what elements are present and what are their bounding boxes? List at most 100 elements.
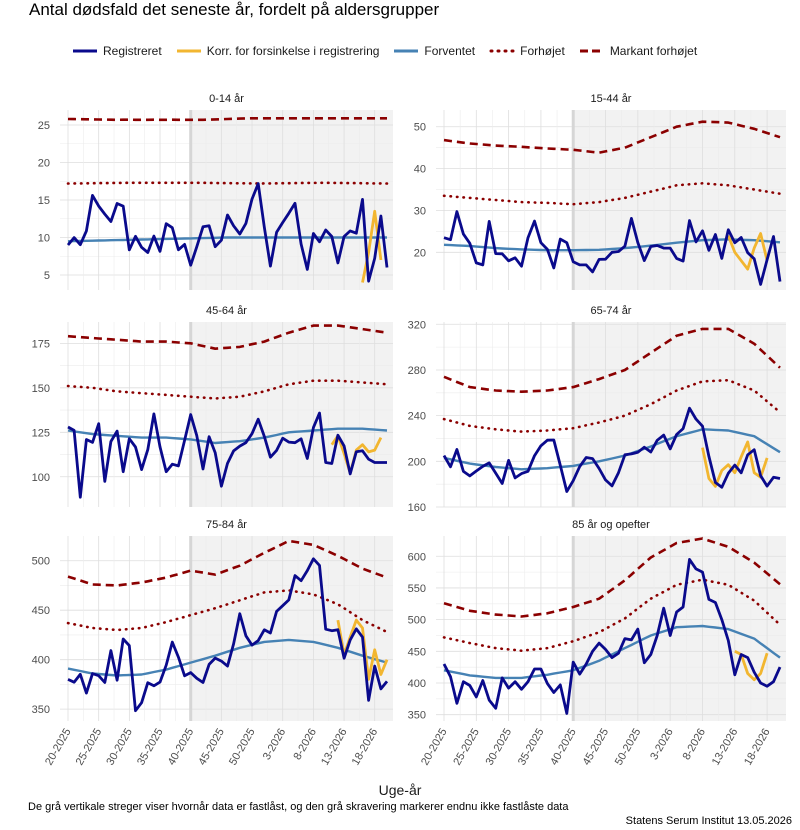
series-marked — [443, 120, 781, 154]
panel-2: 45-64 år 100 125 150 175 — [32, 305, 393, 507]
legend-swatch-marked — [579, 49, 604, 53]
y-tick-label: 10 — [38, 233, 50, 245]
x-tick-label: 3-2026 — [648, 727, 676, 763]
series-corrected — [701, 440, 769, 488]
y-tick-label: 30 — [414, 205, 426, 217]
gridlines — [60, 536, 393, 721]
x-tick-label: 30-2025 — [104, 727, 135, 768]
x-tick-label: 3-2026 — [261, 727, 289, 763]
legend-item-expected: Forventet — [393, 44, 475, 58]
series-marked — [67, 117, 387, 122]
legend-label-elevated: Forhøjet — [520, 44, 565, 58]
y-tick-label: 400 — [408, 678, 426, 690]
y-tick-label: 320 — [408, 319, 426, 331]
y-tick-label: 450 — [32, 605, 50, 617]
series-expected — [67, 638, 388, 677]
legend-swatch-expected — [394, 49, 419, 53]
series-elevated — [442, 578, 782, 653]
x-tick-label: 8-2026 — [681, 727, 709, 763]
y-tick-label: 160 — [408, 502, 426, 514]
series-marked — [67, 324, 388, 351]
legend-item-marked: Markant forhøjet — [579, 44, 697, 58]
x-tick-label: 8-2026 — [291, 727, 319, 763]
legend-item-corrected: Korr. for forsinkelse i registrering — [176, 44, 380, 58]
y-tick-label: 550 — [408, 583, 426, 595]
legend-swatch-registered — [73, 49, 97, 53]
panel-1: 15-44 år 20 30 40 50 — [414, 93, 786, 290]
y-tick-label: 500 — [32, 556, 50, 568]
legend-swatch-corrected — [176, 49, 201, 53]
x-tick-label: 20-2025 — [419, 727, 450, 768]
x-tick-label: 35-2025 — [516, 727, 547, 768]
y-tick-label: 350 — [408, 710, 426, 722]
series-registered — [67, 411, 387, 499]
y-tick-label: 175 — [32, 338, 50, 350]
x-tick-label: 45-2025 — [581, 727, 612, 768]
legend-label-marked: Markant forhøjet — [609, 44, 698, 58]
series-registered — [67, 557, 389, 713]
x-tick-label: 40-2025 — [548, 727, 579, 768]
y-tick-label: 5 — [44, 270, 50, 282]
legend-label-corrected: Korr. for forsinkelse i registrering — [206, 44, 380, 58]
panel-3: 65-74 år 160 200 240 280 320 — [408, 305, 786, 514]
facet-label: 75-84 år — [206, 519, 247, 531]
y-tick-label: 100 — [32, 472, 50, 484]
legend-item-elevated: Forhøjet — [489, 44, 565, 58]
chart-title: Antal dødsfald det seneste år, fordelt p… — [29, 0, 440, 19]
facet-label: 85 år og opefter — [572, 519, 650, 531]
legend: Registreret Korr. for forsinkelse i regi… — [72, 42, 711, 60]
series-registered — [442, 406, 781, 493]
series-corrected — [726, 232, 769, 271]
series-registered — [443, 210, 782, 286]
series-corrected — [330, 434, 383, 475]
y-tick-label: 280 — [408, 365, 426, 377]
facet-label: 45-64 år — [206, 305, 247, 317]
unlocked-shading — [573, 322, 786, 507]
x-tick-label: 25-2025 — [451, 727, 482, 768]
x-tick-label: 25-2025 — [74, 727, 105, 768]
panel-5: 85 år og opefter 350 400 450 500 550 600 20-202… — [408, 519, 786, 767]
series-expected — [443, 238, 781, 252]
series-elevated — [442, 182, 782, 206]
y-tick-label: 500 — [408, 615, 426, 627]
credit: Statens Serum Institut 13.05.2026 — [625, 815, 792, 827]
series-marked — [67, 539, 388, 587]
x-tick-label: 50-2025 — [227, 727, 258, 768]
y-tick-label: 200 — [408, 456, 426, 468]
y-tick-label: 20 — [38, 158, 50, 170]
series-elevated — [66, 379, 389, 400]
facet-label: 65-74 år — [591, 305, 632, 317]
y-tick-label: 50 — [414, 122, 426, 134]
series-marked — [443, 327, 781, 394]
series-registered — [442, 558, 782, 715]
x-tick-label: 13-2026 — [319, 727, 350, 768]
series-elevated — [66, 589, 389, 634]
x-tick-label: 45-2025 — [196, 727, 227, 768]
y-tick-label: 25 — [38, 120, 50, 132]
caption: De grå vertikale streger viser hvornår d… — [28, 801, 569, 813]
x-tick-label: 50-2025 — [613, 727, 644, 768]
x-tick-label: 35-2025 — [135, 727, 166, 768]
x-tick-label: 18-2026 — [350, 727, 381, 768]
x-axis-title: Uge-år — [378, 782, 422, 798]
series-expected — [443, 428, 781, 471]
series-elevated — [66, 181, 389, 185]
series-expected — [67, 427, 388, 445]
y-tick-label: 350 — [32, 704, 50, 716]
x-tick-label: 18-2026 — [742, 727, 773, 768]
facet-label: 0-14 år — [209, 93, 244, 105]
panel-4: 75-84 år 350 400 450 500 20-2025 25-2025 30-202… — [32, 519, 393, 767]
y-tick-label: 400 — [32, 655, 50, 667]
x-tick-label: 20-2025 — [43, 727, 74, 768]
panel-0: 0-14 år 5 10 15 20 25 — [38, 93, 393, 290]
x-tick-label: 40-2025 — [166, 727, 197, 768]
x-tick-label: 13-2026 — [710, 727, 741, 768]
series-marked — [443, 537, 781, 618]
gridlines — [436, 322, 786, 508]
series-expected — [67, 236, 387, 243]
facet-label: 15-44 år — [591, 93, 632, 105]
y-tick-label: 125 — [32, 427, 50, 439]
x-tick-label: 30-2025 — [484, 727, 515, 768]
y-tick-label: 20 — [414, 247, 426, 259]
